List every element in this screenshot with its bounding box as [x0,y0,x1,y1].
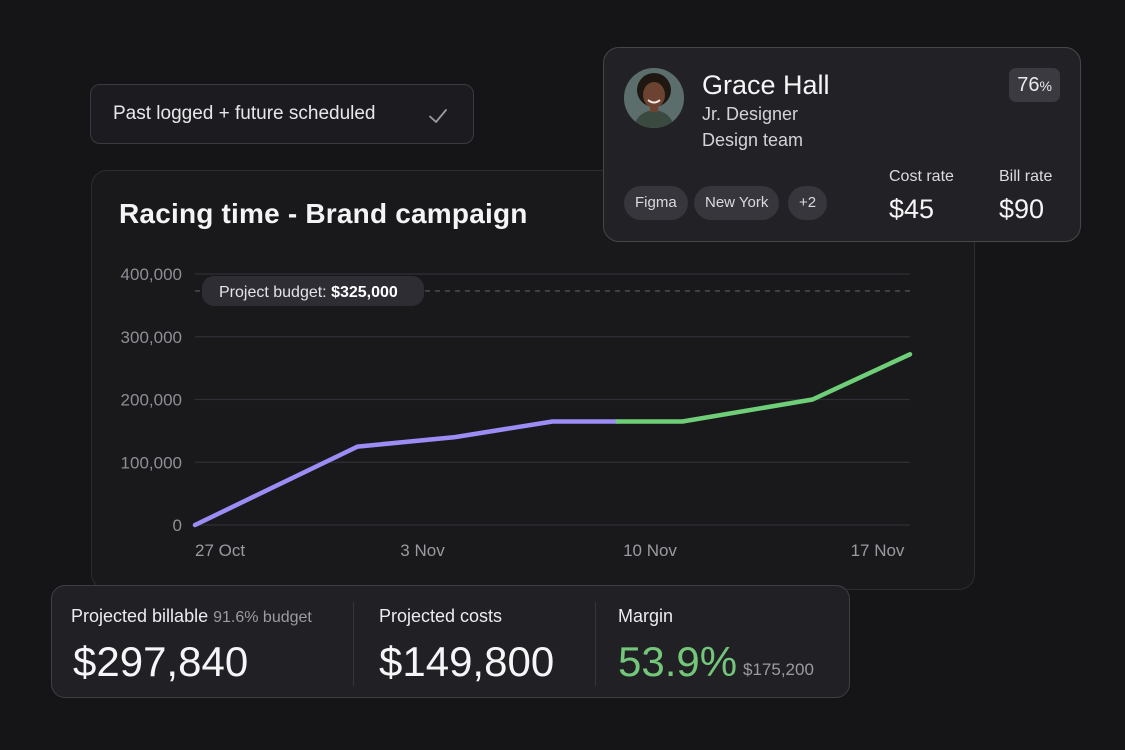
bill-rate-value: $90 [999,194,1045,224]
x-tick-label: 27 Oct [195,541,245,560]
profile-card[interactable]: Grace Hall Jr. Designer Design team 76% … [603,47,1081,242]
margin-label: Margin [618,606,674,626]
y-tick-label: 200,000 [121,391,182,410]
cost-rate-label: Cost rate [889,168,954,185]
y-tick-label: 400,000 [121,265,182,284]
y-tick-label: 100,000 [121,453,182,472]
margin-value: 53.9% [618,638,738,685]
profile-name: Grace Hall [702,70,830,100]
billable-label: Projected billable 91.6% budget [71,606,312,627]
tag-figma[interactable]: Figma [624,186,688,220]
billable-label-text: Projected billable [71,606,209,626]
x-tick-label: 17 Nov [851,541,905,560]
chart-title: Racing time - Brand campaign [119,198,528,229]
y-tick-label: 300,000 [121,328,182,347]
x-tick-label: 10 Nov [623,541,677,560]
billable-budget-pct: 91.6% budget [213,609,312,626]
cost-rate-value: $45 [889,194,935,224]
line-chart: Project budget: $325,000 0 100,000 200,000… [121,265,913,560]
budget-tooltip [202,275,424,306]
projection-summary: Projected billable 91.6% budget $297,840… [51,585,850,698]
series-line-0 [192,419,620,528]
margin-amount: $175,200 [743,660,814,679]
costs-value: $149,800 [379,638,555,685]
filter-label: Past logged + future scheduled [113,103,376,124]
profile-team: Design team [702,130,804,150]
bill-rate-label: Bill rate [999,168,1053,185]
budget-label: Project budget: $325,000 [219,284,398,301]
costs-label: Projected costs [379,606,503,626]
utilization-badge: 76% [1009,68,1060,102]
avatar [624,68,684,128]
x-tick-label: 3 Nov [400,541,445,560]
utilization-unit: % [1039,78,1052,94]
tag-location[interactable]: New York [694,186,780,220]
divider [595,602,596,686]
filter-dropdown[interactable]: Past logged + future scheduled [90,84,474,144]
check-icon [429,109,447,123]
divider [353,602,354,686]
profile-role: Jr. Designer [702,104,799,124]
series-line-1 [615,352,913,424]
y-tick-label: 0 [173,516,182,535]
billable-value: $297,840 [73,638,249,685]
tag-more[interactable]: +2 [788,186,828,220]
utilization-value: 76 [1017,74,1040,96]
